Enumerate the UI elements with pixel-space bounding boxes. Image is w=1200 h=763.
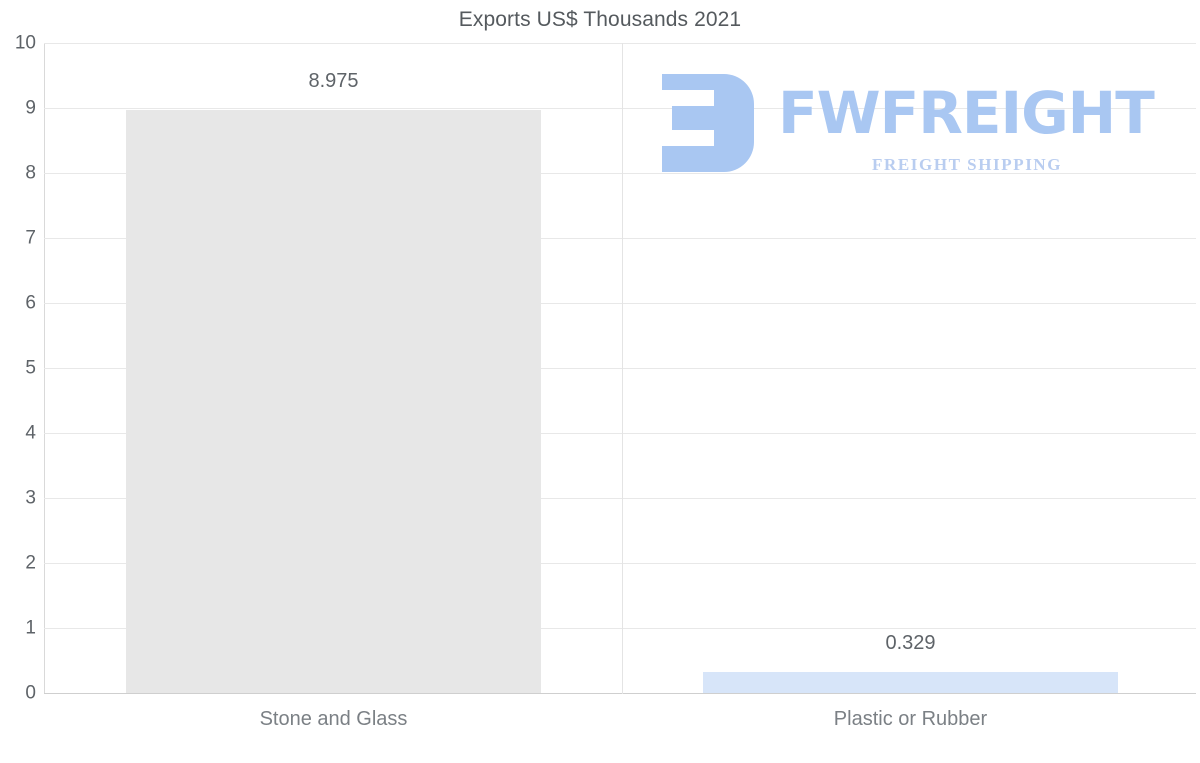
category-divider-gridline	[622, 43, 623, 694]
y-tick-label: 8	[25, 162, 36, 184]
y-tick-label: 1	[25, 617, 36, 639]
y-tick-label: 9	[25, 97, 36, 119]
y-tick-label: 5	[25, 357, 36, 379]
x-axis-baseline	[44, 693, 1196, 694]
bar-value-label-plastic-or-rubber: 0.329	[885, 632, 936, 654]
gridline	[44, 368, 1196, 369]
x-axis-category-label-plastic-or-rubber: Plastic or Rubber	[833, 708, 988, 730]
gridline	[44, 303, 1196, 304]
gridline	[44, 563, 1196, 564]
chart-title: Exports US$ Thousands 2021	[458, 8, 742, 31]
gridline	[44, 628, 1196, 629]
y-tick-label: 0	[25, 682, 36, 704]
gridline	[44, 498, 1196, 499]
gridline	[44, 173, 1196, 174]
gridline	[44, 238, 1196, 239]
bar-plastic-or-rubber[interactable]	[703, 672, 1118, 693]
plot-area	[44, 43, 1196, 694]
y-tick-label: 10	[14, 32, 36, 54]
x-axis-category-label-stone-and-glass: Stone and Glass	[259, 708, 408, 730]
y-tick-label: 7	[25, 227, 36, 249]
bar-stone-and-glass[interactable]	[126, 110, 541, 693]
y-tick-label: 3	[25, 487, 36, 509]
y-tick-label: 4	[25, 422, 36, 444]
y-axis-tick-labels: 10 9 8 7 6 5 4 3 2 1 0	[0, 34, 1200, 703]
y-tick-label: 2	[25, 552, 36, 574]
gridline	[44, 433, 1196, 434]
y-tick-label: 6	[25, 292, 36, 314]
gridline	[44, 108, 1196, 109]
gridline	[44, 43, 1196, 44]
bar-value-label-stone-and-glass: 8.975	[308, 70, 359, 92]
